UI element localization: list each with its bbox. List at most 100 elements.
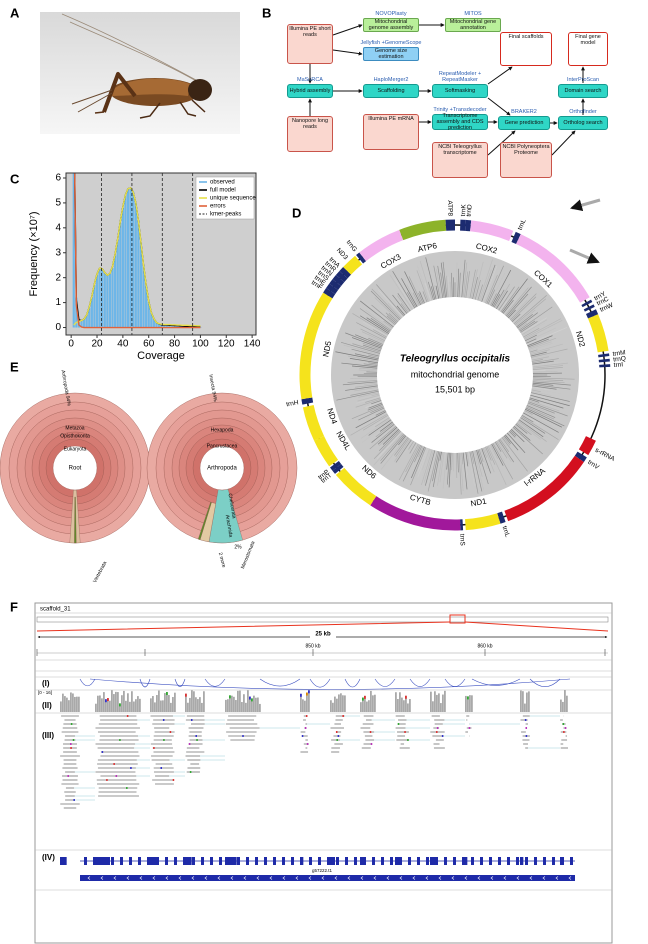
coverage-bar xyxy=(129,701,131,712)
coverage-texture xyxy=(446,452,450,485)
gene-arc xyxy=(585,309,599,319)
gene-arc xyxy=(329,279,342,291)
coverage-bar xyxy=(72,693,74,712)
coverage-bar xyxy=(364,695,366,712)
coverage-texture xyxy=(494,283,511,309)
coverage-texture xyxy=(531,358,559,364)
variant-tick xyxy=(308,690,310,694)
y-tick-label: 1 xyxy=(55,297,61,308)
coverage-texture xyxy=(422,448,430,470)
coverage-texture xyxy=(361,420,393,443)
gene-arc xyxy=(302,404,325,441)
coverage-texture xyxy=(400,303,409,313)
mismatch xyxy=(101,751,104,753)
strand-chevron xyxy=(269,876,273,880)
coverage-texture xyxy=(359,315,390,334)
coverage-texture xyxy=(362,321,388,337)
gene-exon xyxy=(507,857,510,865)
junction-arc xyxy=(529,678,561,687)
gene-arc xyxy=(356,252,367,264)
coverage-bar xyxy=(109,700,111,712)
gene-exon xyxy=(300,857,303,865)
mismatch xyxy=(73,799,75,801)
coverage-bar xyxy=(189,697,191,712)
coverage-bar xyxy=(166,692,168,712)
legend: observed full model unique sequence errors k… xyxy=(195,176,256,220)
gene-exon xyxy=(147,857,150,865)
x-tick-label: 40 xyxy=(117,339,129,350)
coverage-bar xyxy=(233,696,235,712)
coverage-texture xyxy=(526,338,537,344)
coverage-texture xyxy=(457,268,460,298)
coverage-texture xyxy=(532,385,557,390)
coverage-bar xyxy=(526,692,528,712)
variant-tick xyxy=(105,699,107,703)
coverage-texture xyxy=(359,378,378,381)
mismatch xyxy=(160,767,163,769)
direction-arrow xyxy=(570,198,601,212)
ideogram xyxy=(36,616,609,623)
coverage-bar xyxy=(528,691,530,712)
coverage-texture xyxy=(440,262,446,298)
mismatch xyxy=(564,727,567,729)
coverage-texture xyxy=(458,272,461,298)
coverage-texture xyxy=(365,401,382,408)
coverage-texture xyxy=(504,434,519,451)
coverage-texture xyxy=(468,451,475,486)
coverage-texture xyxy=(477,284,483,301)
strand-chevron xyxy=(347,876,351,880)
junction-arc xyxy=(471,678,521,686)
coverage-bar xyxy=(201,702,203,712)
taxon-label: Eukaryota xyxy=(64,446,87,452)
coverage-texture xyxy=(409,442,417,454)
coverage-texture xyxy=(389,274,413,310)
gene-exon xyxy=(390,857,393,865)
mismatch xyxy=(126,787,128,789)
model-line xyxy=(73,187,201,327)
coverage-texture xyxy=(394,438,411,462)
coverage-texture xyxy=(387,302,403,319)
coverage-bar xyxy=(119,703,121,712)
coverage-texture xyxy=(392,294,408,314)
coverage-texture xyxy=(359,367,378,370)
legend-label: errors xyxy=(210,204,226,210)
coverage-texture xyxy=(419,260,433,301)
taxon-label: Vertebrata xyxy=(92,560,108,583)
coverage-bar xyxy=(127,693,129,712)
coverage-bar xyxy=(401,697,403,712)
coverage-texture xyxy=(528,337,557,349)
variant-tick xyxy=(249,696,251,700)
strand-chevron xyxy=(438,876,442,880)
x-tick-label: 60 xyxy=(143,339,155,350)
mismatch xyxy=(172,779,175,781)
coverage-texture xyxy=(532,378,564,382)
x-tick-label: 0 xyxy=(68,339,74,350)
coverage-texture xyxy=(494,441,502,452)
gene-name: g57222.t1 xyxy=(312,868,333,873)
coverage-bar xyxy=(160,700,162,712)
gene-exon xyxy=(543,857,546,865)
coverage-texture xyxy=(352,343,381,353)
gene-exon xyxy=(120,857,123,865)
strand-chevron xyxy=(464,876,468,880)
coverage-texture xyxy=(529,342,553,352)
strand-chevron xyxy=(204,876,208,880)
coverage-texture xyxy=(498,439,515,463)
cerci xyxy=(71,89,113,113)
coverage-bar xyxy=(469,695,471,712)
coverage-texture xyxy=(386,315,397,325)
strand-chevron xyxy=(165,876,169,880)
coverage-texture xyxy=(505,286,532,317)
gene-arc xyxy=(399,219,447,241)
gene-exon xyxy=(465,857,468,865)
coverage-texture xyxy=(410,447,427,486)
histogram-bar xyxy=(95,275,99,328)
coverage-texture xyxy=(437,451,444,486)
coverage-bar xyxy=(168,695,170,712)
coverage-bar xyxy=(239,690,241,712)
histogram-bar xyxy=(111,267,114,328)
coverage-texture xyxy=(340,341,381,354)
coverage-texture xyxy=(371,304,396,326)
coverage-texture xyxy=(466,451,470,465)
